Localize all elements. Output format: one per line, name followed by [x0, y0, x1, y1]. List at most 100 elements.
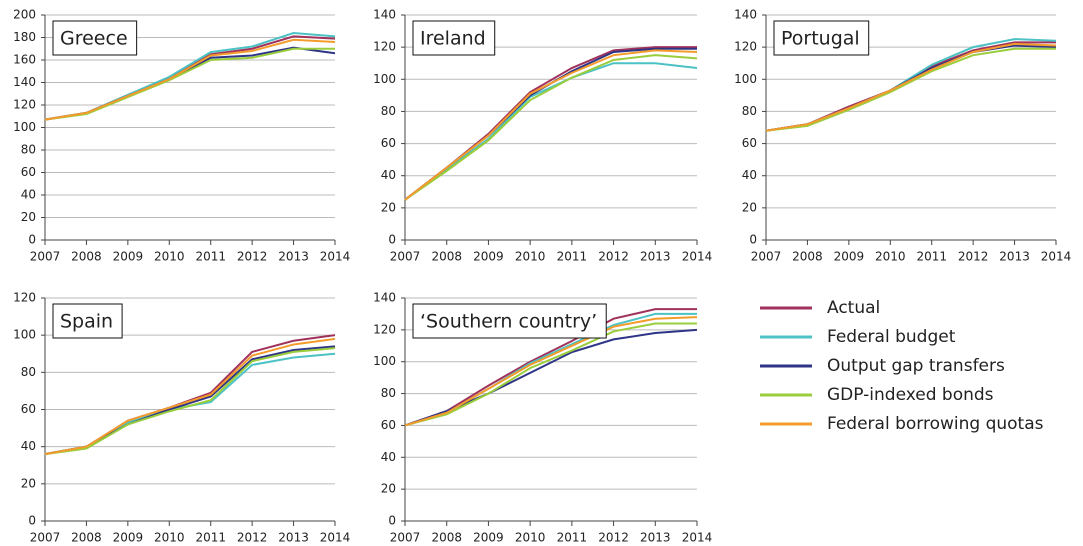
y-tick-label: 20: [21, 210, 36, 224]
series-line: Federal budget: [404, 62, 698, 201]
legend-label: Actual: [827, 298, 880, 318]
series-line: Federal borrowing quotas: [404, 49, 698, 201]
x-tick-label: 2009: [834, 250, 865, 264]
x-tick-label: 2013: [640, 531, 671, 545]
x-tick-label: 2011: [557, 531, 588, 545]
x-tick-label: 2011: [557, 250, 588, 264]
x-tick-label: 2010: [875, 250, 906, 264]
y-tick-label: 120: [373, 322, 396, 336]
x-tick-label: 2008: [71, 531, 102, 545]
title-box: [773, 20, 870, 56]
legend-label: Federal budget: [827, 327, 956, 347]
chart-title: Portugal: [781, 28, 860, 50]
x-tick-label: 2009: [473, 250, 504, 264]
x-tick-label: 2007: [751, 250, 782, 264]
y-tick-label: 60: [381, 418, 396, 432]
series-line: Federal borrowing quotas: [44, 38, 336, 121]
y-tick-label: 80: [21, 143, 36, 157]
y-tick-label: 140: [373, 291, 396, 305]
y-tick-label: 20: [381, 200, 396, 214]
series-line: GDP-indexed bonds: [404, 322, 697, 427]
y-tick-label: 100: [734, 72, 757, 86]
x-tick-label: 2012: [598, 531, 629, 545]
legend-label: Federal borrowing quotas: [827, 414, 1044, 434]
title-box: [412, 20, 496, 56]
title-box: [52, 20, 138, 56]
x-tick-label: 2009: [113, 531, 144, 545]
y-tick-label: 100: [373, 72, 396, 86]
chart-title: Greece: [60, 28, 128, 50]
y-tick-label: 80: [381, 386, 396, 400]
series-line: GDP-indexed bonds: [765, 47, 1056, 132]
y-tick-label: 160: [13, 53, 36, 67]
y-tick-label: 200: [13, 8, 36, 22]
series-line: Output gap transfers: [404, 47, 697, 201]
x-tick-label: 2013: [640, 250, 671, 264]
y-tick-label: 140: [734, 8, 757, 22]
y-tick-label: 60: [21, 165, 36, 179]
y-tick-label: 20: [21, 476, 36, 490]
series-line: Output gap transfers: [765, 44, 1057, 132]
y-tick-label: 120: [13, 291, 36, 305]
series-line: Federal borrowing quotas: [44, 337, 336, 456]
y-tick-label: 40: [21, 439, 36, 453]
x-tick-label: 2008: [792, 250, 823, 264]
title-box: [52, 303, 123, 339]
y-tick-label: 120: [373, 40, 396, 54]
y-tick-label: 60: [742, 136, 757, 150]
x-tick-label: 2010: [515, 250, 546, 264]
y-tick-label: 120: [13, 98, 36, 112]
x-tick-label: 2011: [195, 250, 226, 264]
x-tick-label: 2011: [916, 250, 947, 264]
y-tick-label: 20: [742, 200, 757, 214]
series-line: GDP-indexed bonds: [404, 54, 698, 201]
y-tick-label: 180: [13, 30, 36, 44]
y-tick-label: 140: [373, 8, 396, 22]
series-line: Output gap transfers: [44, 46, 336, 121]
x-tick-label: 2007: [390, 531, 421, 545]
chart-title: Spain: [60, 311, 113, 333]
y-tick-label: 40: [381, 168, 396, 182]
x-tick-label: 2007: [30, 531, 61, 545]
x-tick-label: 2012: [958, 250, 989, 264]
x-tick-label: 2009: [113, 250, 144, 264]
x-tick-label: 2014: [682, 531, 713, 545]
y-tick-label: 40: [742, 168, 757, 182]
y-tick-label: 100: [373, 354, 396, 368]
x-tick-label: 2014: [320, 531, 351, 545]
x-tick-label: 2008: [431, 250, 462, 264]
chart-title: Ireland: [420, 28, 486, 50]
y-tick-label: 0: [388, 233, 396, 247]
series-line: GDP-indexed bonds: [44, 47, 335, 121]
legend-label: Output gap transfers: [827, 356, 1005, 376]
legend-label: GDP-indexed bonds: [827, 385, 994, 405]
x-tick-label: 2012: [237, 531, 268, 545]
series-line: Federal borrowing quotas: [404, 316, 698, 427]
y-tick-label: 80: [381, 104, 396, 118]
x-tick-label: 2014: [682, 250, 713, 264]
y-tick-label: 60: [381, 136, 396, 150]
x-tick-label: 2013: [999, 250, 1030, 264]
x-tick-label: 2010: [515, 531, 546, 545]
x-tick-label: 2014: [320, 250, 351, 264]
y-tick-label: 20: [381, 482, 396, 496]
x-tick-label: 2007: [390, 250, 421, 264]
x-tick-label: 2007: [30, 250, 61, 264]
y-tick-label: 0: [28, 514, 36, 528]
x-tick-label: 2008: [71, 250, 102, 264]
y-tick-label: 0: [28, 233, 36, 247]
y-tick-label: 100: [13, 120, 36, 134]
y-tick-label: 40: [381, 450, 396, 464]
x-tick-label: 2009: [473, 531, 504, 545]
x-tick-label: 2012: [237, 250, 268, 264]
chart-title: ‘Southern country’: [420, 311, 597, 333]
x-tick-label: 2011: [195, 531, 226, 545]
x-tick-label: 2010: [154, 250, 185, 264]
y-tick-label: 100: [13, 328, 36, 342]
title-box: [412, 303, 607, 339]
y-tick-label: 60: [21, 402, 36, 416]
x-tick-label: 2008: [431, 531, 462, 545]
y-tick-label: 0: [749, 233, 757, 247]
x-tick-label: 2010: [154, 531, 185, 545]
y-tick-label: 80: [21, 365, 36, 379]
